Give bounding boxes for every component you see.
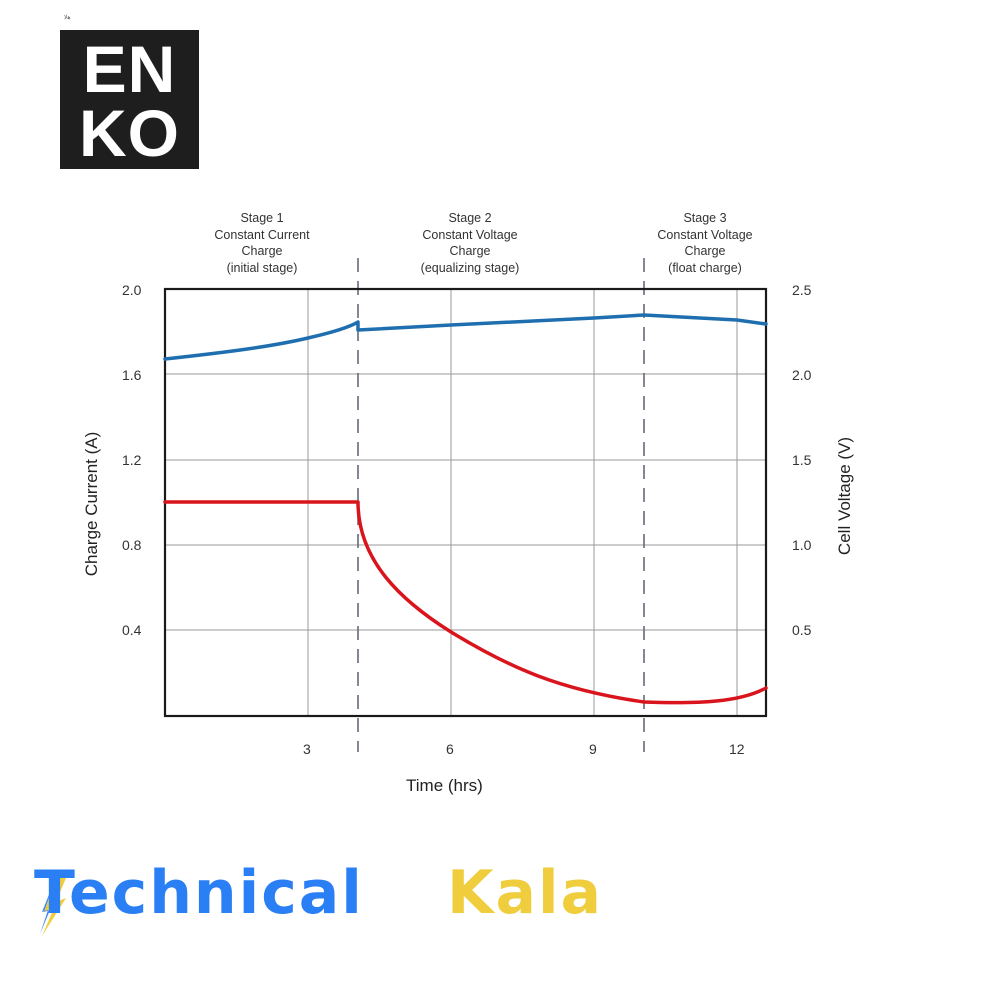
vertical-gridlines <box>307 289 738 716</box>
stage-3-label: Stage 3 Constant Voltage Charge (float c… <box>620 210 790 276</box>
stage-2-charge: Charge <box>449 244 491 258</box>
stage-3-charge: Charge <box>684 244 726 258</box>
x-tick-12: 12 <box>729 741 745 757</box>
stage-2-title: Stage 2 <box>448 211 492 225</box>
logo-small-mark: ﻫﻻ <box>64 15 71 21</box>
stage-3-desc: (float charge) <box>668 260 742 275</box>
right-axis-title: Cell Voltage (V) <box>835 436 854 556</box>
x-tick-9: 9 <box>589 741 597 757</box>
x-tick-6: 6 <box>446 741 454 757</box>
stage-3-type: Constant Voltage <box>657 227 753 242</box>
left-tick-0-4: 0.4 <box>122 622 142 638</box>
stage-2-type: Constant Voltage <box>422 227 518 242</box>
logo-line-1: EN <box>82 32 177 106</box>
right-tick-2-0: 2.0 <box>792 367 812 383</box>
stage-1-title: Stage 1 <box>240 211 284 225</box>
x-tick-3: 3 <box>303 741 311 757</box>
right-tick-2-5: 2.5 <box>792 282 812 298</box>
stage-1-desc: (initial stage) <box>226 260 298 275</box>
stage-3-title: Stage 3 <box>683 211 727 225</box>
stage-2-label: Stage 2 Constant Voltage Charge (equaliz… <box>385 210 555 276</box>
left-tick-0-8: 0.8 <box>122 537 142 553</box>
left-tick-2-0: 2.0 <box>122 282 142 298</box>
stage-dividers <box>357 258 645 752</box>
brand-word-technical: Technical <box>34 858 364 928</box>
stage-2-desc: (equalizing stage) <box>420 260 520 275</box>
voltage-line <box>163 313 768 361</box>
horizontal-gridlines <box>165 373 766 631</box>
x-axis-title: Time (hrs) <box>406 776 483 795</box>
right-tick-1-0: 1.0 <box>792 537 812 553</box>
left-tick-1-6: 1.6 <box>122 367 142 383</box>
lightning-bolt-icon <box>40 872 66 936</box>
left-tick-1-2: 1.2 <box>122 452 142 468</box>
stage-1-charge: Charge <box>241 244 283 258</box>
right-tick-0-5: 0.5 <box>792 622 812 638</box>
enko-logo: EN KO <box>60 30 199 169</box>
right-tick-1-5: 1.5 <box>792 452 812 468</box>
brand-word-kala: Kala <box>447 858 604 928</box>
stage-1-label: Stage 1 Constant Current Charge (initial… <box>180 210 344 276</box>
stage-1-type: Constant Current <box>214 227 310 242</box>
logo-line-2: KO <box>79 96 180 170</box>
current-line <box>163 500 768 705</box>
left-axis-title: Charge Current (A) <box>82 431 101 577</box>
